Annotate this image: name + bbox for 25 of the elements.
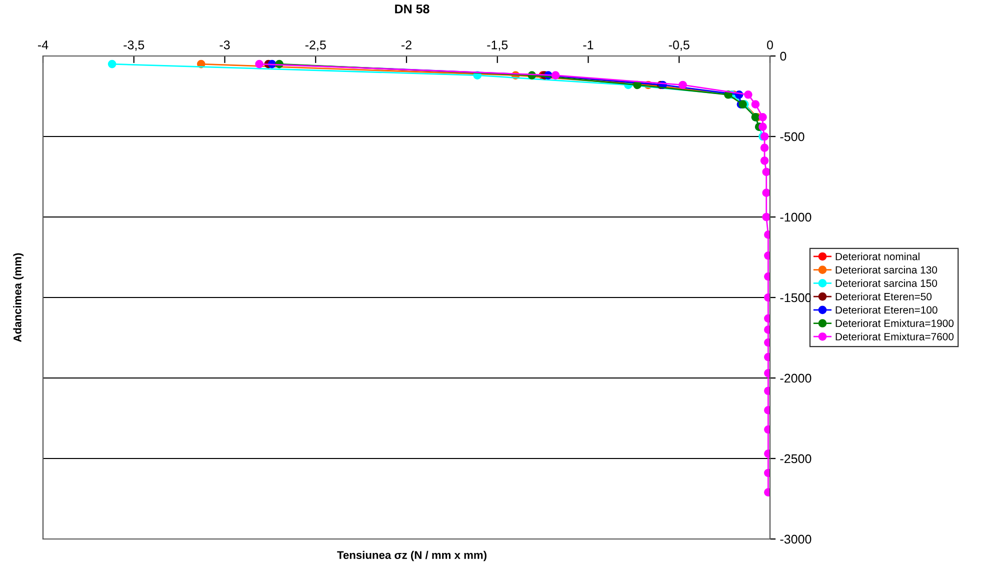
x-axis-title: Tensiunea σz (N / mm x mm) — [337, 550, 486, 562]
x-tick-label: -2 — [402, 40, 412, 50]
legend-label: Deteriorat sarcina 130 — [836, 266, 938, 274]
x-tick-label: 0 — [767, 40, 773, 50]
x-tick-label: -1 — [583, 40, 594, 50]
x-tick-label: -2,5 — [305, 40, 326, 51]
legend-label: Deteriorat Emixtura=7600 — [836, 332, 954, 340]
y-tick-label: -3000 — [780, 534, 812, 544]
x-tick-label: -1,5 — [487, 40, 508, 51]
chart-title: DN 58 — [395, 4, 430, 14]
legend-label: Deteriorat Emixtura=1900 — [836, 319, 954, 328]
legend-label: Deteriorat Eteren=100 — [836, 306, 938, 314]
x-tick-label: -3,5 — [124, 40, 144, 51]
y-tick-label: -2500 — [780, 454, 812, 464]
x-tick-label: -4 — [38, 40, 48, 50]
y-axis-title: Adancimea (mm) — [13, 253, 24, 342]
y-tick-label: -500 — [780, 132, 804, 142]
x-tick-label: -3 — [220, 40, 230, 50]
y-tick-label: 0 — [780, 52, 786, 61]
y-tick-label: -2000 — [780, 374, 812, 383]
legend-label: Deteriorat sarcina 150 — [836, 279, 938, 287]
legend-label: Deteriorat nominal — [836, 252, 920, 260]
legend-label: Deteriorat Eteren=50 — [836, 292, 932, 300]
y-tick-label: -1000 — [780, 212, 812, 222]
x-tick-label: -0,5 — [668, 40, 690, 51]
